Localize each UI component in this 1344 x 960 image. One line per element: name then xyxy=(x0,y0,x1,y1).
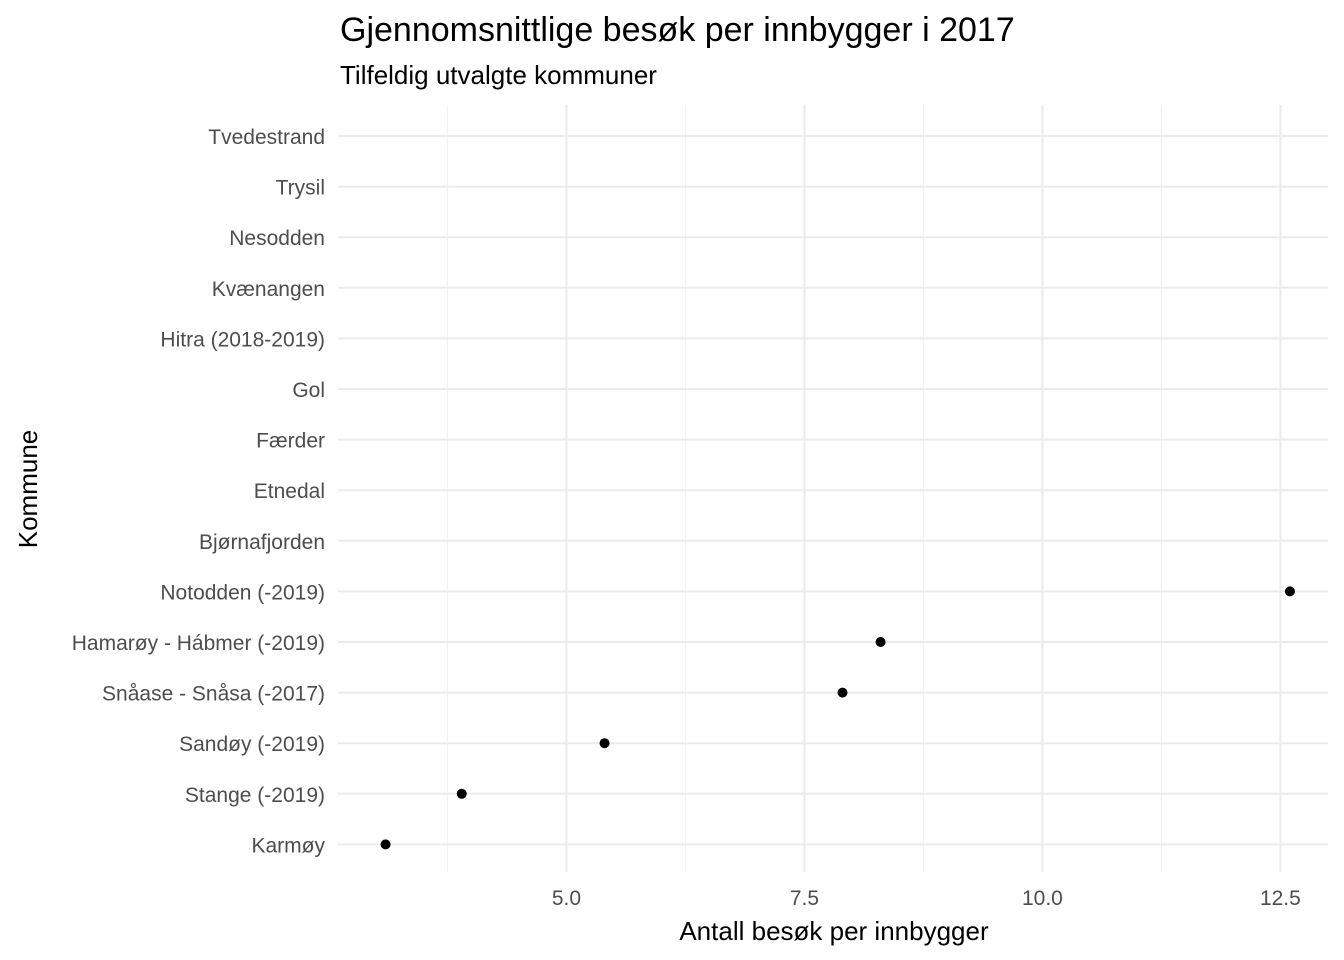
y-tick-label: Sandøy (-2019) xyxy=(179,733,325,756)
y-axis-title: Kommune xyxy=(13,430,43,549)
y-tick-labels: Tvedestrand Trysil Nesodden Kvænangen Hitra … xyxy=(72,126,326,857)
y-tick-label: Stange (-2019) xyxy=(185,784,325,807)
y-tick-label: Notodden (-2019) xyxy=(160,581,325,604)
data-point xyxy=(1284,586,1295,597)
grid-layer xyxy=(338,105,1328,872)
y-tick-label: Færder xyxy=(256,430,325,453)
y-tick-label: Trysil xyxy=(276,177,325,200)
y-tick-label: Bjørnafjorden xyxy=(199,531,325,554)
data-point xyxy=(380,839,391,850)
data-point xyxy=(456,788,467,799)
y-tick-label: Nesodden xyxy=(229,227,325,250)
data-point xyxy=(599,738,610,749)
chart-subtitle: Tilfeldig utvalgte kommuner xyxy=(340,60,657,90)
chart-title: Gjennomsnittlige besøk per innbygger i 2… xyxy=(340,11,1015,49)
y-tick-label: Etnedal xyxy=(254,480,325,503)
y-tick-label: Hamarøy - Hábmer (-2019) xyxy=(72,632,325,655)
x-tick-labels: 5.0 7.5 10.0 12.5 xyxy=(552,887,1301,910)
y-tick-label: Gol xyxy=(292,379,325,402)
y-tick-label: Karmøy xyxy=(252,834,326,857)
x-tick-label: 5.0 xyxy=(552,887,581,910)
y-tick-label: Kvænangen xyxy=(212,278,325,301)
x-tick-label: 7.5 xyxy=(790,887,819,910)
data-points xyxy=(380,586,1295,850)
data-point xyxy=(837,687,848,698)
y-tick-label: Tvedestrand xyxy=(208,126,325,149)
data-point xyxy=(875,637,886,647)
y-tick-label: Snåase - Snåsa (-2017) xyxy=(102,683,325,706)
x-tick-label: 10.0 xyxy=(1022,887,1063,910)
x-tick-label: 12.5 xyxy=(1260,887,1301,910)
y-tick-label: Hitra (2018-2019) xyxy=(160,328,325,351)
x-axis-title: Antall besøk per innbygger xyxy=(679,916,989,946)
